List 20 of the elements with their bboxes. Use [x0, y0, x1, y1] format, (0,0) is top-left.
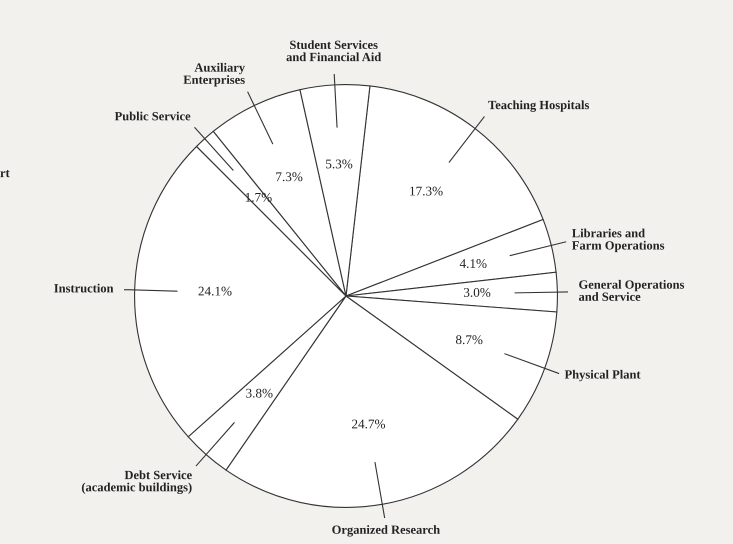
- slice-label: Libraries and Farm Operations: [572, 228, 664, 252]
- data-label: 24.7%: [352, 420, 386, 428]
- slice-label: Teaching Hospitals: [488, 100, 590, 112]
- data-label: 3.8%: [246, 388, 273, 398]
- slice-label: Debt Service (academic buildings): [82, 470, 192, 494]
- data-label: 8.7%: [456, 335, 482, 344]
- slice-label: Physical Plant: [564, 370, 641, 382]
- slice-label: Auxiliary Enterprises: [183, 62, 245, 86]
- data-label: 5.3%: [326, 159, 352, 168]
- slice-label: Public Service: [114, 112, 190, 120]
- slice-label: General Operations and Service: [578, 280, 684, 301]
- data-label: 24.1%: [198, 286, 232, 296]
- slice-label: Organized Research: [332, 525, 440, 537]
- text: rt: [0, 170, 10, 178]
- slice-label: Student Services and Financial Aid: [286, 40, 382, 62]
- data-label: 7.3%: [276, 172, 302, 182]
- data-label: 3.0%: [464, 288, 490, 297]
- data-label: 17.3%: [410, 186, 443, 196]
- slice-label: Instruction: [54, 284, 114, 292]
- data-label: 4.1%: [460, 259, 487, 268]
